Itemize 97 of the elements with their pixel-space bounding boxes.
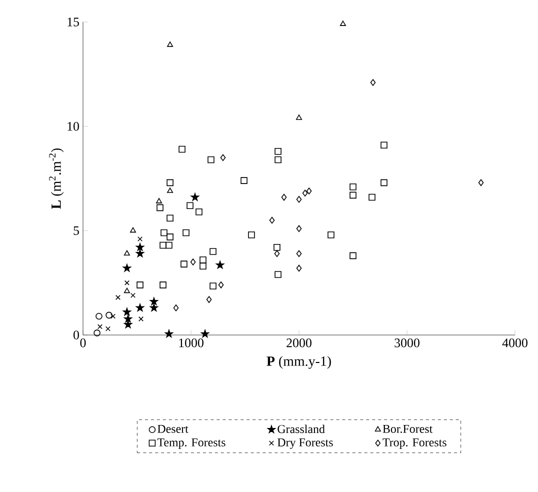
point <box>380 142 388 149</box>
point <box>160 242 166 249</box>
point <box>156 198 162 204</box>
point <box>130 292 136 298</box>
point <box>296 225 302 232</box>
point <box>340 20 346 26</box>
legend-label: Trop. Forests <box>382 438 446 449</box>
point <box>124 320 132 328</box>
x-tick-label: 2000 <box>286 338 312 348</box>
point <box>166 242 172 249</box>
point <box>180 260 188 268</box>
point <box>274 156 282 164</box>
point <box>274 148 282 155</box>
point <box>220 154 226 162</box>
point <box>97 324 102 330</box>
point <box>94 330 100 336</box>
point <box>200 256 206 264</box>
point <box>350 192 356 199</box>
y-axis-title: L (m$^{2}$.m$^{-2}$) <box>49 148 64 209</box>
point <box>190 258 196 266</box>
legend-label: Temp. Forests <box>157 438 226 449</box>
point <box>296 264 302 272</box>
point <box>124 314 132 322</box>
x-tick-label: 0 <box>80 338 86 348</box>
point <box>138 236 143 242</box>
point <box>248 231 255 238</box>
x-tick-label: 4000 <box>502 338 528 348</box>
point <box>200 330 210 338</box>
y-tick-label: 15 <box>68 18 79 26</box>
point <box>136 249 144 258</box>
point <box>106 312 112 319</box>
point <box>164 330 174 338</box>
point <box>178 146 186 153</box>
x-tick-label: 3000 <box>394 338 420 348</box>
point <box>96 312 102 320</box>
point <box>368 194 376 201</box>
point <box>115 294 121 300</box>
point <box>196 208 202 216</box>
point <box>281 194 287 201</box>
point <box>124 250 130 256</box>
point <box>156 204 164 212</box>
point <box>124 280 130 286</box>
point <box>218 282 224 288</box>
point <box>166 214 174 222</box>
point <box>380 179 388 186</box>
point <box>269 216 275 224</box>
point <box>240 177 248 184</box>
point <box>136 282 144 288</box>
point <box>160 229 168 236</box>
point <box>296 114 302 120</box>
point <box>206 296 212 303</box>
point <box>150 297 158 306</box>
x-axis-title: P (mm.y-1) <box>266 356 331 369</box>
point <box>167 42 174 47</box>
point <box>122 308 132 316</box>
point <box>150 304 158 312</box>
point <box>173 304 179 312</box>
point <box>136 304 144 312</box>
y-tick-label: 5 <box>74 226 79 235</box>
point <box>350 252 356 260</box>
point <box>110 314 116 319</box>
legend-label: Grassland <box>278 424 325 434</box>
point <box>130 227 136 233</box>
point <box>296 250 302 258</box>
point <box>166 179 174 186</box>
point <box>166 234 174 240</box>
point <box>136 243 144 251</box>
point <box>186 202 194 210</box>
point <box>105 326 110 332</box>
point <box>210 248 216 255</box>
point <box>122 264 132 272</box>
y-tick-label: 0 <box>74 330 79 340</box>
point <box>302 190 308 197</box>
point <box>306 188 312 194</box>
point <box>274 244 280 251</box>
point <box>296 196 302 203</box>
point <box>370 79 376 86</box>
y-tick-label: 10 <box>68 122 79 131</box>
point <box>200 262 206 270</box>
point <box>478 179 484 186</box>
point <box>182 229 190 236</box>
point <box>124 288 130 294</box>
point <box>190 192 200 201</box>
point <box>208 156 214 164</box>
point <box>210 282 216 290</box>
point <box>328 231 334 238</box>
point <box>138 316 144 322</box>
point <box>216 260 224 269</box>
point <box>274 271 282 278</box>
x-tick-label: 1000 <box>179 338 204 348</box>
point <box>350 183 356 190</box>
point <box>160 282 166 288</box>
legend-label: Bor.Forest <box>382 424 433 433</box>
legend-label: Desert <box>158 424 188 433</box>
point <box>274 250 280 258</box>
legend-label: Dry Forests <box>278 438 333 449</box>
point <box>167 188 174 193</box>
